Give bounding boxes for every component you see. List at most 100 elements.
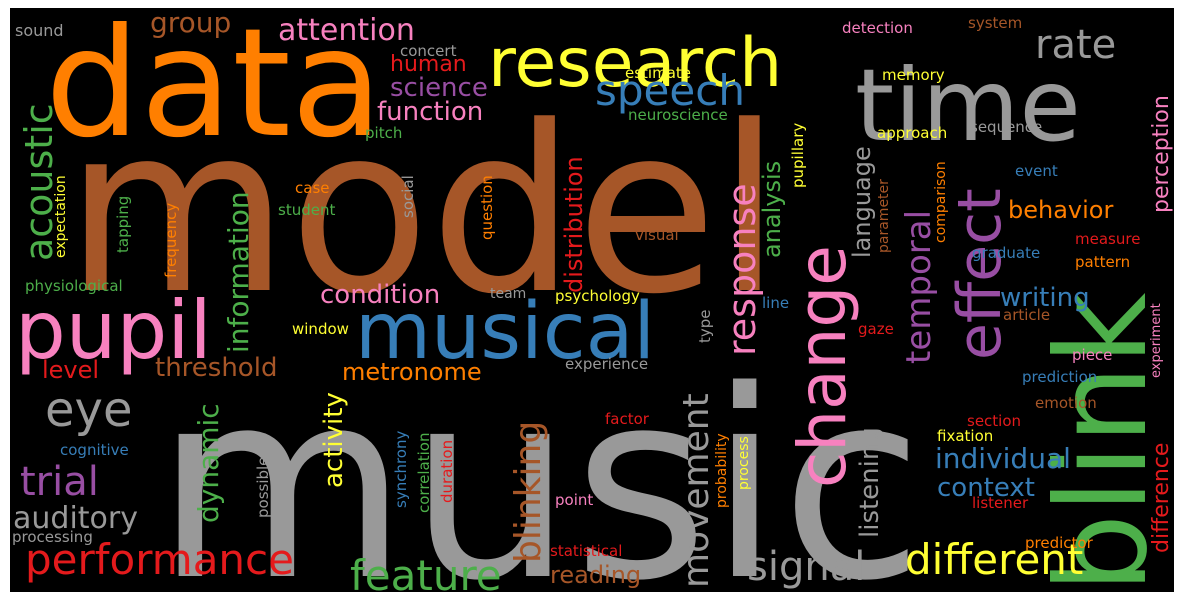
word-eye: eye [45,382,132,438]
word-fixation: fixation [937,427,993,445]
word-data: data [45,8,383,171]
word-science: science [390,73,488,103]
word-concert: concert [400,42,457,60]
word-level: level [42,356,99,384]
word-blinking: blinking [508,421,549,563]
word-musical: musical [355,287,655,377]
word-detection: detection [842,19,913,37]
word-dynamic: dynamic [192,403,225,523]
word-social: social [399,175,417,218]
word-model: model [65,78,781,345]
word-experience: experience [565,355,648,373]
word-function: function [377,97,483,127]
word-section: section [967,412,1021,430]
word-blink: blink [1030,292,1174,592]
word-approach: approach [877,124,947,142]
word-rate: rate [1035,22,1116,68]
word-cloud: music model data time blink research pup… [10,8,1174,592]
word-different: different [905,535,1083,584]
word-probability: probability [714,433,730,508]
word-parameter: parameter [876,179,892,253]
word-listening: listening [855,427,885,538]
word-cloud-canvas: music model data time blink research pup… [12,8,1174,592]
word-context: context [937,473,1035,503]
word-expectation: expectation [53,175,69,258]
word-signal: signal [747,544,865,590]
word-team: team [490,286,526,302]
word-time: time [855,47,1081,164]
word-change: change [784,245,861,488]
word-visual: visual [635,226,679,244]
word-cognitive: cognitive [60,441,129,459]
word-distribution: distribution [560,156,588,293]
word-activity: activity [319,392,349,488]
word-behavior: behavior [1008,196,1113,224]
word-frequency: frequency [162,203,180,278]
word-piece: piece [1072,346,1112,364]
word-tapping: tapping [114,196,132,253]
word-process: process [736,436,752,490]
word-student: student [278,201,335,219]
word-type: type [696,309,714,343]
word-metronome: metronome [342,358,482,386]
word-human: human [390,52,467,77]
word-difference: difference [1149,443,1174,553]
word-movement: movement [676,393,717,588]
word-graduate: graduate [972,244,1040,262]
word-measure: measure [1075,230,1140,248]
word-question: question [478,175,496,240]
word-feature: feature [350,551,502,592]
word-information: information [222,191,255,353]
word-window: window [292,320,349,338]
word-effect: effect [945,188,1015,360]
word-factor: factor [605,410,650,428]
word-correlation: correlation [415,433,433,514]
word-line: line [762,294,789,312]
word-case: case [295,179,329,197]
word-sound: sound [15,21,64,40]
word-music: music [155,336,924,592]
word-temporal: temporal [899,210,939,364]
word-language: language [848,146,876,258]
word-speech: speech [595,66,745,115]
word-event: event [1015,162,1058,180]
word-gaze: gaze [858,320,894,338]
word-psychology: psychology [555,287,640,305]
word-pitch: pitch [365,124,402,142]
word-estimate: estimate [625,64,691,82]
word-trial: trial [20,459,99,505]
word-predictor: predictor [1025,534,1094,552]
word-emotion: emotion [1035,394,1097,412]
word-pupil: pupil [15,284,212,377]
word-performance: performance [25,535,294,584]
word-synchrony: synchrony [392,431,410,508]
word-writing: writing [1000,283,1090,313]
word-attention: attention [278,13,415,48]
word-condition: condition [320,280,440,310]
word-system: system [968,14,1022,32]
word-comparison: comparison [933,161,949,243]
word-group: group [150,8,231,39]
word-prediction: prediction [1022,368,1097,386]
word-pattern: pattern [1075,253,1130,271]
word-memory: memory [882,66,945,84]
word-threshold: threshold [155,353,277,383]
word-analysis: analysis [758,161,786,258]
word-response: response [720,183,764,356]
word-statistical: statistical [550,542,622,560]
word-reading: reading [550,561,641,589]
word-possible: possible [254,457,272,518]
word-research: research [488,24,782,103]
word-processing: processing [12,528,93,546]
word-pupillary: pupillary [789,123,807,188]
word-auditory: auditory [13,501,138,536]
word-sequence: sequence [970,118,1042,136]
word-acoustic: acoustic [17,103,61,261]
word-individual: individual [935,442,1071,475]
word-physiological: physiological [25,277,123,295]
word-point: point [555,491,593,509]
word-listener: listener [972,494,1029,512]
word-neuroscience: neuroscience [628,106,728,124]
word-article: article [1003,306,1050,324]
word-duration: duration [438,440,456,503]
